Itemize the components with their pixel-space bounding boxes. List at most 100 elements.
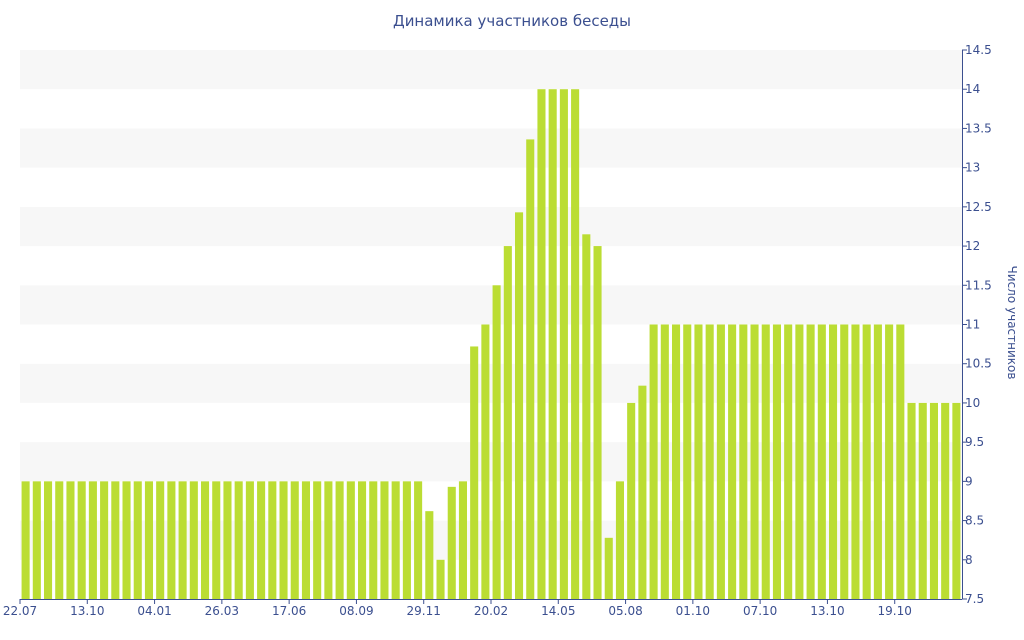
grid-band bbox=[20, 50, 962, 90]
bar bbox=[268, 481, 277, 599]
y-tick-label: 8.5 bbox=[965, 514, 984, 528]
grid-band bbox=[20, 246, 962, 286]
bar bbox=[77, 481, 86, 599]
y-tick-label: 10.5 bbox=[965, 357, 992, 371]
bar bbox=[862, 324, 871, 599]
y-tick-label: 8 bbox=[965, 553, 973, 567]
bar bbox=[178, 481, 187, 599]
grid-band bbox=[20, 167, 962, 207]
bar bbox=[212, 481, 221, 599]
bar bbox=[122, 481, 131, 599]
y-tick-label: 7.5 bbox=[965, 592, 984, 606]
bar bbox=[391, 481, 400, 599]
x-tick-label: 13.10 bbox=[810, 604, 844, 618]
bar bbox=[447, 486, 456, 599]
y-tick-label: 14.5 bbox=[965, 43, 992, 57]
y-tick-label: 11.5 bbox=[965, 278, 992, 292]
bar bbox=[458, 481, 468, 599]
bar bbox=[357, 481, 367, 599]
bars bbox=[21, 89, 961, 600]
y-tick-label: 10 bbox=[965, 396, 980, 410]
x-tick-label: 29.11 bbox=[407, 604, 441, 618]
bar bbox=[896, 324, 905, 599]
bar bbox=[627, 402, 636, 599]
bar bbox=[806, 324, 815, 599]
y-tick-label: 13 bbox=[965, 161, 980, 175]
grid-band bbox=[20, 206, 962, 247]
chart-title: Динамика участников беседы bbox=[392, 12, 632, 30]
bar bbox=[414, 481, 423, 599]
bar bbox=[100, 481, 109, 599]
grid-band bbox=[20, 324, 962, 364]
grid-band bbox=[20, 89, 962, 129]
bar bbox=[694, 324, 703, 599]
bar bbox=[425, 511, 434, 599]
bar bbox=[817, 324, 826, 599]
x-tick-label: 01.10 bbox=[676, 604, 710, 618]
bar bbox=[929, 402, 939, 599]
bar bbox=[402, 481, 411, 599]
bar bbox=[559, 89, 568, 599]
bar bbox=[257, 481, 266, 599]
x-tick-label: 14.05 bbox=[541, 604, 575, 618]
bar bbox=[885, 324, 894, 599]
y-ticks: 7.5 8 8.5 9 9.5 10 10.5 11 11.5 12 12.5 13 13.5 14 14.… bbox=[962, 43, 992, 606]
bar bbox=[828, 324, 838, 599]
bar bbox=[593, 246, 602, 600]
bar bbox=[683, 324, 692, 599]
grid-band bbox=[20, 402, 962, 443]
bar bbox=[548, 89, 557, 599]
bar bbox=[43, 481, 53, 599]
bar bbox=[795, 324, 804, 599]
bar bbox=[526, 139, 535, 599]
bar bbox=[380, 481, 389, 599]
bar bbox=[784, 324, 793, 599]
bar bbox=[234, 481, 243, 599]
bar bbox=[514, 212, 524, 599]
bar bbox=[918, 402, 927, 599]
x-tick-label: 07.10 bbox=[743, 604, 777, 618]
bar bbox=[66, 481, 75, 599]
y-tick-label: 11 bbox=[965, 318, 980, 332]
y-axis-title: Число участников bbox=[1005, 266, 1019, 380]
x-tick-label: 13.10 bbox=[70, 604, 104, 618]
bar bbox=[728, 324, 737, 599]
x-tick-label: 08.09 bbox=[339, 604, 373, 618]
y-tick-label: 13.5 bbox=[965, 121, 992, 135]
bar bbox=[840, 324, 849, 599]
bar bbox=[739, 324, 748, 599]
grid-band bbox=[20, 481, 962, 521]
bar bbox=[335, 481, 344, 599]
bar bbox=[470, 346, 479, 599]
bar bbox=[638, 385, 647, 599]
y-tick-label: 12.5 bbox=[965, 200, 992, 214]
bar bbox=[167, 481, 176, 599]
bar bbox=[32, 481, 41, 599]
bar bbox=[290, 481, 299, 599]
bar bbox=[88, 481, 97, 599]
grid-band bbox=[20, 285, 962, 325]
bar bbox=[537, 89, 546, 599]
bar bbox=[503, 246, 512, 600]
bar bbox=[346, 481, 355, 599]
bar bbox=[615, 481, 625, 599]
bar bbox=[245, 481, 254, 599]
y-tick-label: 12 bbox=[965, 239, 980, 253]
bar bbox=[716, 324, 725, 599]
bar bbox=[189, 481, 198, 599]
bar bbox=[369, 481, 378, 599]
x-tick-label: 17.06 bbox=[272, 604, 306, 618]
bar bbox=[156, 481, 165, 599]
bar bbox=[761, 324, 770, 599]
bar bbox=[481, 324, 490, 599]
bar bbox=[279, 481, 288, 599]
bar bbox=[436, 559, 445, 599]
y-tick-label: 9.5 bbox=[965, 435, 984, 449]
grid-band bbox=[20, 520, 962, 560]
bar bbox=[873, 324, 882, 599]
y-tick-label: 14 bbox=[965, 82, 980, 96]
bar bbox=[649, 324, 658, 599]
bar bbox=[660, 324, 669, 599]
x-tick-label: 26.03 bbox=[205, 604, 239, 618]
